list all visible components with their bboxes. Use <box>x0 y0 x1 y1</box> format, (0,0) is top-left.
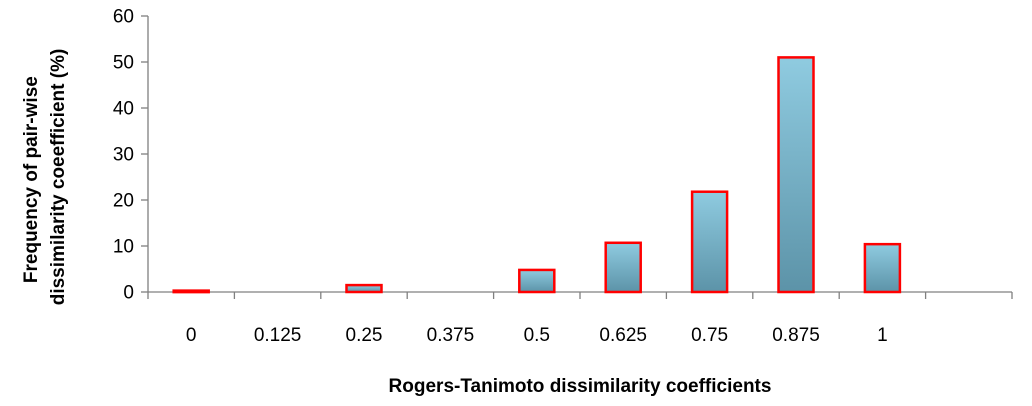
x-tick-label: 0.75 <box>691 325 728 346</box>
bar-0.5 <box>518 268 556 294</box>
bar-1 <box>863 242 902 294</box>
bar-0.875 <box>777 56 815 294</box>
x-tick-label: 0.25 <box>346 325 383 346</box>
y-axis-title-line-2: dissimilarity coeefficient (%) <box>48 49 69 306</box>
bar-0 <box>172 289 210 294</box>
y-tick-label: 20 <box>113 191 134 212</box>
bar-0.625 <box>604 241 642 294</box>
y-tick-label: 50 <box>113 53 134 74</box>
x-axis-title: Rogers-Tanimoto dissimilarity coefficien… <box>389 376 772 397</box>
y-tick-label: 10 <box>113 237 134 258</box>
x-tick-label: 0.625 <box>599 325 647 346</box>
x-tick-labels: 0 0.125 0.25 0.375 0.5 0.625 0.75 0.875 1 <box>186 325 888 346</box>
y-tick-labels: 0 10 20 30 40 50 60 <box>113 7 134 304</box>
y-axis <box>141 15 149 293</box>
bar-0.25 <box>345 283 383 294</box>
x-tick-label: 0.125 <box>254 325 302 346</box>
y-axis-title: Frequency of pair-wise dissimilarity coe… <box>21 49 69 306</box>
x-tick-label: 1 <box>877 325 888 346</box>
x-tick-label: 0.5 <box>524 325 550 346</box>
x-tick-label: 0 <box>186 325 197 346</box>
bar-0.75 <box>690 190 729 294</box>
y-axis-title-line-1: Frequency of pair-wise <box>21 76 42 283</box>
y-tick-label: 0 <box>123 283 134 304</box>
x-tick-label: 0.875 <box>772 325 820 346</box>
y-tick-label: 30 <box>113 145 134 166</box>
x-tick-label: 0.375 <box>427 325 475 346</box>
y-tick-label: 60 <box>113 7 134 28</box>
y-tick-label: 40 <box>113 99 134 120</box>
bars <box>172 56 902 294</box>
